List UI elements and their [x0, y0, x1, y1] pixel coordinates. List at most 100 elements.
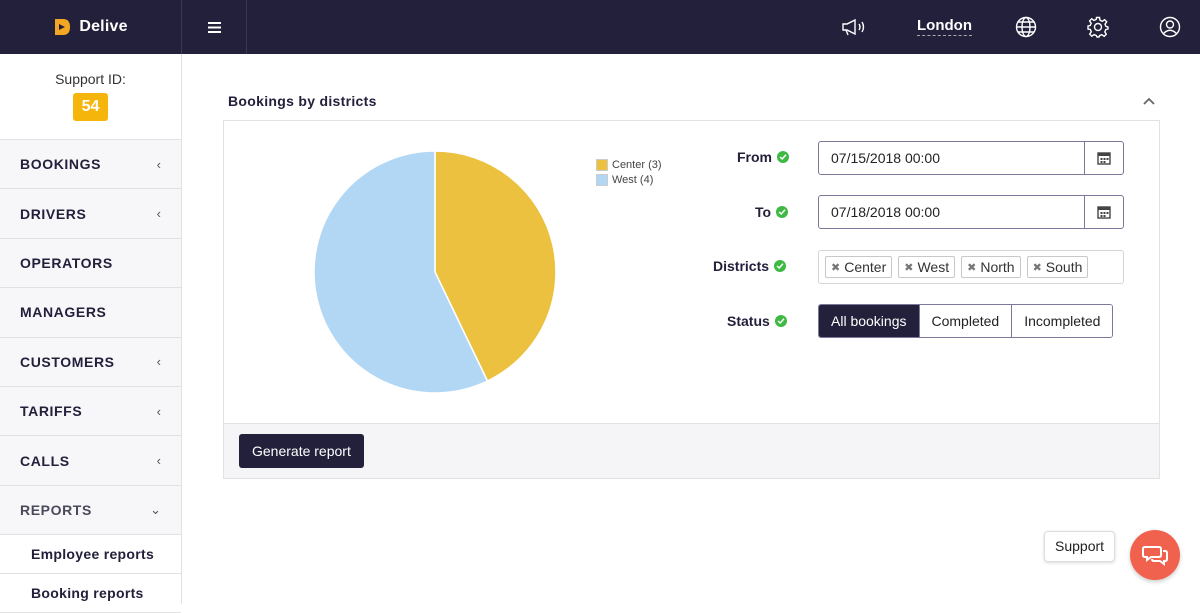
- status-label: Status: [727, 313, 787, 329]
- to-calendar-button[interactable]: [1084, 196, 1123, 228]
- chart-legend: Center (3) West (4): [596, 157, 662, 187]
- districts-label: Districts: [713, 258, 787, 274]
- from-date-input[interactable]: 07/15/2018 00:00: [831, 150, 940, 166]
- status-label-text: Status: [727, 313, 770, 329]
- chevron-left-icon: ‹: [156, 156, 161, 172]
- sidebar-item-calls[interactable]: CALLS ‹: [0, 436, 181, 486]
- city-selector[interactable]: London: [917, 17, 972, 36]
- megaphone-icon: [842, 18, 865, 36]
- sidebar-subitem-employee-reports[interactable]: Employee reports: [0, 535, 181, 575]
- to-label-text: To: [755, 204, 772, 220]
- district-tag-label: North: [980, 259, 1015, 275]
- sidebar-item-label: OPERATORS: [20, 254, 113, 271]
- delive-logo-icon: [55, 19, 71, 35]
- sidebar-item-label: REPORTS: [20, 501, 92, 518]
- remove-tag-icon[interactable]: ✖: [904, 261, 914, 274]
- sidebar-subitem-booking-reports[interactable]: Booking reports: [0, 574, 181, 613]
- settings-button[interactable]: [1085, 14, 1111, 40]
- brand-name: Delive: [79, 18, 128, 35]
- gear-icon: [1087, 16, 1109, 38]
- check-circle-icon: [776, 206, 789, 218]
- sidebar-item-label: CALLS: [20, 452, 70, 469]
- legend-swatch-center: [596, 158, 608, 171]
- chevron-left-icon: ‹: [156, 354, 161, 370]
- legend-label-center: Center (3): [612, 158, 662, 171]
- pie-slice-west[interactable]: [313, 150, 489, 394]
- chevron-left-icon: ‹: [156, 206, 161, 222]
- sidebar-item-label: TARIFFS: [20, 403, 83, 420]
- sidebar-item-label: CUSTOMERS: [20, 353, 115, 370]
- sidebar-item-tariffs[interactable]: TARIFFS ‹: [0, 386, 181, 437]
- sidebar-item-label: MANAGERS: [20, 304, 107, 321]
- pie-slice-center[interactable]: [434, 150, 557, 383]
- panel-title: Bookings by districts: [228, 93, 377, 109]
- from-label: From: [737, 149, 789, 165]
- to-date-input[interactable]: 07/18/2018 00:00: [831, 204, 940, 220]
- sidebar-item-label: DRIVERS: [20, 205, 87, 222]
- sidebar-item-label: BOOKINGS: [20, 156, 102, 173]
- brand[interactable]: Delive: [0, 0, 182, 54]
- chevron-left-icon: ‹: [156, 453, 161, 469]
- top-bar: Delive London: [0, 0, 1200, 54]
- district-tag-north[interactable]: ✖ North: [961, 256, 1021, 278]
- remove-tag-icon[interactable]: ✖: [1032, 261, 1042, 274]
- to-label: To: [755, 204, 789, 220]
- legend-item-west: West (4): [596, 172, 662, 187]
- sidebar-subitem-label: Employee reports: [31, 546, 155, 563]
- district-tag-label: Center: [844, 259, 887, 275]
- support-tooltip[interactable]: Support: [1044, 531, 1116, 562]
- support-id-label: Support ID:: [55, 71, 126, 87]
- remove-tag-icon[interactable]: ✖: [967, 261, 977, 274]
- districts-label-text: Districts: [713, 258, 770, 274]
- menu-icon: [207, 21, 221, 33]
- sidebar-item-reports[interactable]: REPORTS ⌄: [0, 485, 181, 536]
- language-button[interactable]: [1013, 14, 1039, 40]
- calendar-icon: [1097, 152, 1111, 165]
- support-chat-button[interactable]: [1130, 530, 1180, 580]
- profile-button[interactable]: [1157, 14, 1183, 40]
- district-tag-label: West: [917, 259, 950, 275]
- district-tag-south[interactable]: ✖ South: [1026, 256, 1089, 278]
- sidebar-item-customers[interactable]: CUSTOMERS ‹: [0, 337, 181, 387]
- collapse-panel-button[interactable]: [1140, 92, 1158, 110]
- sidebar-item-operators[interactable]: OPERATORS: [0, 238, 181, 289]
- globe-icon: [1015, 16, 1037, 38]
- support-id-box: Support ID: 54: [0, 54, 181, 140]
- from-label-text: From: [737, 149, 772, 165]
- status-incompleted-button[interactable]: Incompleted: [1012, 305, 1113, 337]
- districts-multiselect[interactable]: ✖ Center ✖ West ✖ North ✖ South: [818, 250, 1124, 284]
- legend-swatch-west: [596, 173, 608, 186]
- chevron-left-icon: ‹: [156, 403, 161, 419]
- check-circle-icon: [777, 151, 789, 163]
- district-pie-chart: [313, 150, 557, 394]
- from-calendar-button[interactable]: [1084, 142, 1123, 174]
- announcements-button[interactable]: [841, 14, 867, 40]
- generate-report-button[interactable]: Generate report: [239, 434, 364, 468]
- sidebar-item-drivers[interactable]: DRIVERS ‹: [0, 189, 181, 239]
- status-completed-button[interactable]: Completed: [919, 305, 1013, 337]
- legend-item-center: Center (3): [596, 157, 662, 172]
- chevron-down-icon: ⌄: [150, 501, 161, 517]
- from-date-field[interactable]: 07/15/2018 00:00: [818, 141, 1124, 175]
- check-circle-icon: [774, 315, 787, 327]
- sidebar-item-bookings[interactable]: BOOKINGS ‹: [0, 140, 181, 190]
- report-card-footer: Generate report: [224, 423, 1159, 478]
- user-icon: [1159, 16, 1181, 38]
- district-tag-label: South: [1045, 259, 1083, 275]
- sidebar: Support ID: 54 BOOKINGS ‹ DRIVERS ‹ OPER…: [0, 54, 182, 613]
- remove-tag-icon[interactable]: ✖: [831, 261, 841, 274]
- support-id-badge: 54: [72, 93, 109, 121]
- calendar-icon: [1097, 206, 1111, 219]
- menu-toggle-button[interactable]: [182, 0, 247, 54]
- sidebar-item-managers[interactable]: MANAGERS: [0, 288, 181, 338]
- status-all-bookings-button[interactable]: All bookings: [819, 305, 920, 337]
- chevron-up-icon: [1143, 97, 1155, 105]
- chat-bubbles-icon: [1142, 546, 1168, 566]
- status-toggle-group: All bookings Completed Incompleted: [818, 304, 1114, 338]
- district-tag-center[interactable]: ✖ Center: [825, 256, 893, 278]
- legend-label-west: West (4): [612, 173, 654, 186]
- sidebar-subitem-label: Booking reports: [31, 585, 144, 602]
- district-tag-west[interactable]: ✖ West: [898, 256, 956, 278]
- check-circle-icon: [774, 260, 787, 272]
- to-date-field[interactable]: 07/18/2018 00:00: [818, 195, 1124, 229]
